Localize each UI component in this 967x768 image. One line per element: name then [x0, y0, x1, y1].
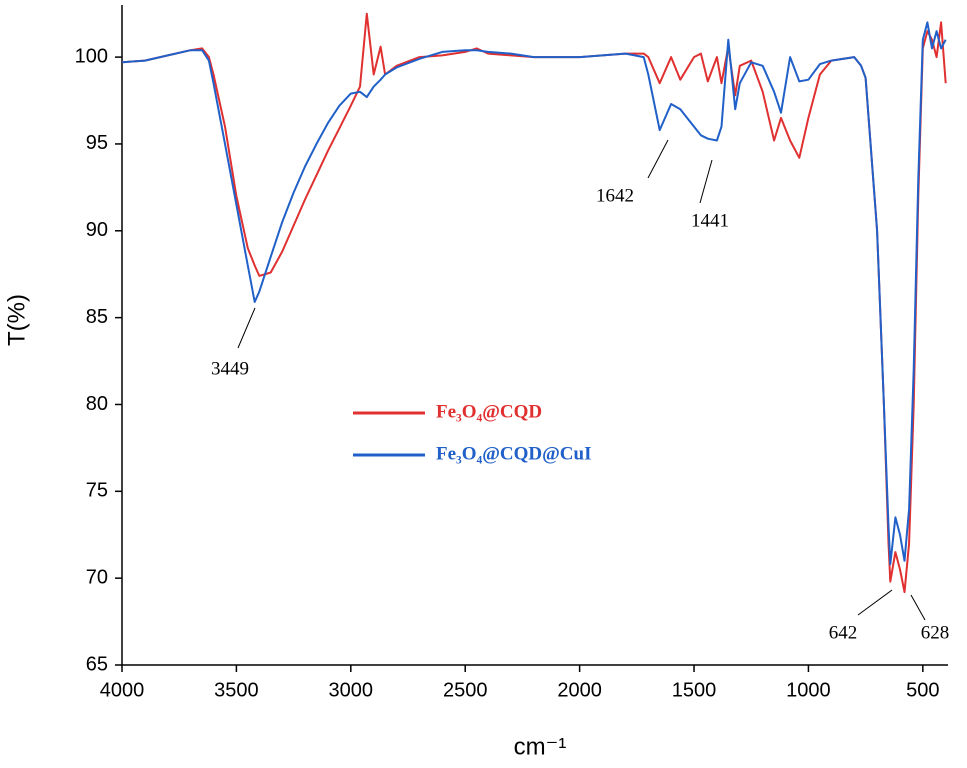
y-tick-label: 95 — [86, 132, 108, 154]
x-tick-label: 1000 — [786, 679, 831, 701]
y-tick-label: 90 — [86, 219, 108, 241]
annotation-leader — [910, 594, 926, 621]
annotation: 1441 — [691, 210, 729, 231]
y-tick-label: 65 — [86, 653, 108, 675]
y-tick-label: 100 — [75, 45, 108, 67]
x-tick-label: 3500 — [214, 679, 259, 701]
annotation-leader — [857, 589, 893, 616]
y-tick-label: 75 — [86, 480, 108, 502]
y-axis-label: T(%) — [3, 294, 30, 346]
legend-label: Fe₃O₄@CQD — [436, 401, 542, 422]
annotation-leader — [237, 307, 256, 349]
legend-label: Fe₃O₄@CQD@CuI — [436, 443, 591, 464]
annotation: 3449 — [211, 358, 249, 379]
y-tick-label: 85 — [86, 306, 108, 328]
x-tick-label: 500 — [906, 679, 939, 701]
annotation: 1642 — [596, 185, 634, 206]
annotation: 628 — [921, 622, 950, 643]
x-tick-label: 1500 — [672, 679, 717, 701]
annotation-leader — [699, 159, 713, 204]
y-tick-label: 80 — [86, 393, 108, 415]
x-tick-label: 3000 — [329, 679, 374, 701]
series-line — [121, 21, 947, 566]
annotation: 642 — [829, 622, 858, 643]
x-tick-label: 4000 — [100, 679, 145, 701]
y-tick-label: 70 — [86, 566, 108, 588]
x-axis-label: cm⁻¹ — [514, 733, 567, 760]
x-tick-label: 2500 — [443, 679, 488, 701]
annotation-leader — [647, 139, 669, 179]
series-line — [121, 12, 947, 594]
x-tick-label: 2000 — [557, 679, 602, 701]
